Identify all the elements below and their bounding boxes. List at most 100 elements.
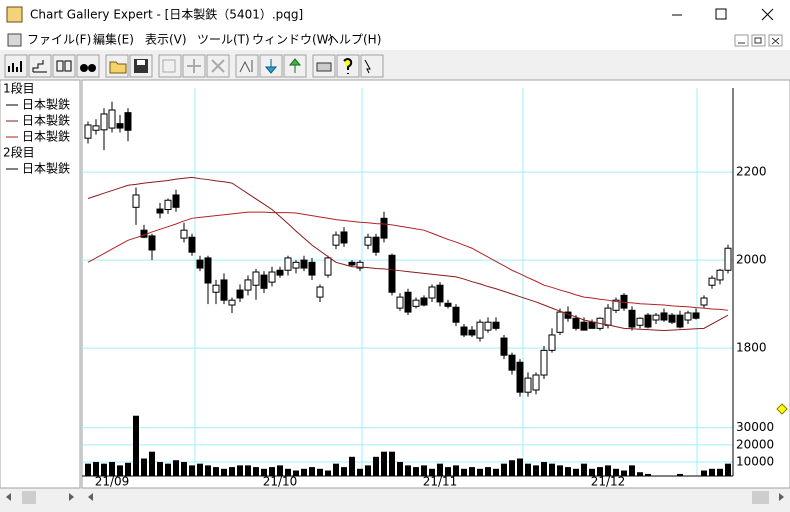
volume-bar: [629, 465, 635, 476]
volume-bar: [341, 467, 347, 476]
volume-bar: [509, 460, 515, 476]
candle-body: [653, 315, 659, 320]
menu-item[interactable]: ツール(T): [197, 33, 250, 47]
volume-bar: [525, 464, 531, 476]
candle-body: [365, 237, 371, 245]
legend-label: 日本製鉄: [22, 129, 70, 144]
y-tick-label: 2000: [736, 253, 767, 267]
volume-bar: [549, 464, 555, 476]
candle-body: [429, 287, 435, 298]
toolbar-buttons[interactable]: [5, 55, 383, 77]
volume-bar: [141, 459, 147, 476]
volume-bar: [165, 464, 171, 476]
volume-bar: [485, 467, 491, 476]
candle-body: [533, 375, 539, 390]
candle-body: [397, 297, 403, 308]
candle-body: [189, 237, 195, 252]
volume-bar: [309, 467, 315, 476]
candle-body: [285, 258, 291, 270]
app-icon: [7, 7, 22, 22]
candle-body: [173, 195, 179, 207]
candle-body: [117, 124, 123, 128]
candle-body: [669, 315, 675, 322]
volume-bar: [349, 457, 355, 476]
scroll-thumb[interactable]: [752, 491, 769, 504]
candle-body: [85, 125, 91, 138]
menu-item[interactable]: 表示(V): [145, 33, 187, 47]
volume-bar: [405, 465, 411, 476]
candle-body: [661, 313, 667, 320]
x-tick-label: 21/11: [423, 475, 458, 489]
volume-bar: [221, 469, 227, 476]
y-tick-label: 30000: [736, 420, 774, 434]
candle-body: [373, 237, 379, 252]
menu-item[interactable]: 編集(E): [93, 32, 134, 47]
candle-body: [709, 278, 715, 285]
scroll-thumb[interactable]: [22, 491, 36, 504]
candle-body: [165, 200, 171, 209]
volume-bar: [557, 465, 563, 476]
menu-item[interactable]: ファイル(F): [27, 33, 91, 47]
candle-body: [557, 312, 563, 332]
candle-body: [333, 235, 339, 245]
candle-body: [469, 330, 475, 335]
volume-bar: [725, 464, 731, 476]
volume-bar: [245, 465, 251, 476]
candle-body: [517, 362, 523, 392]
menu-item[interactable]: ウィンドウ(W): [252, 33, 333, 47]
y-tick-label: 2200: [736, 165, 767, 179]
volume-bar: [637, 472, 643, 476]
volume-bar: [565, 467, 571, 476]
candle-body: [245, 280, 251, 290]
volume-bar: [541, 462, 547, 476]
volume-bar: [149, 452, 155, 476]
candle-body: [277, 270, 283, 275]
candle-body: [461, 327, 467, 335]
candle-body: [605, 308, 611, 325]
candle-body: [637, 318, 643, 325]
candle-body: [269, 272, 275, 282]
mdi-minimize[interactable]: [735, 35, 748, 46]
candle-body: [133, 195, 139, 207]
candle-body: [541, 350, 547, 375]
window-title: Chart Gallery Expert - [日本製鉄（5401）.pqg]: [30, 7, 303, 22]
candle-body: [549, 335, 555, 350]
doc-icon[interactable]: [8, 34, 21, 46]
scrollbar-left[interactable]: [0, 489, 80, 506]
candle-body: [437, 285, 443, 302]
volume-bar: [501, 464, 507, 476]
volume-bar: [373, 457, 379, 476]
volume-bar: [333, 464, 339, 476]
mdi-restore[interactable]: [752, 35, 765, 46]
candle-body: [725, 248, 731, 270]
candle-body: [253, 272, 259, 285]
candle-body: [501, 338, 507, 355]
candle-body: [589, 322, 595, 328]
volume-bar: [237, 465, 243, 476]
candle-body: [381, 218, 387, 238]
scrollbar-chart[interactable]: [82, 489, 790, 506]
candle-body: [213, 285, 219, 292]
volume-bar: [517, 459, 523, 476]
candle-body: [509, 355, 515, 370]
candle-body: [493, 322, 499, 328]
candle-body: [181, 230, 187, 238]
volume-bar: [189, 465, 195, 476]
volume-bar: [469, 467, 475, 476]
candle-body: [157, 209, 163, 213]
candle-body: [349, 262, 355, 265]
candle-body: [101, 114, 107, 130]
candle-body: [325, 258, 331, 275]
candle-body: [229, 300, 235, 305]
candle-body: [109, 110, 115, 128]
volume-bar: [133, 416, 139, 476]
volume-bar: [317, 469, 323, 476]
menu-item[interactable]: ヘルプ(H): [327, 33, 381, 47]
chart-area: [82, 80, 790, 488]
volume-bar: [717, 469, 723, 476]
candle-body: [405, 292, 411, 312]
candle-body: [701, 298, 707, 305]
y-tick-label: 10000: [736, 454, 774, 468]
x-tick-label: 21/09: [95, 475, 130, 489]
volume-bar: [157, 462, 163, 476]
